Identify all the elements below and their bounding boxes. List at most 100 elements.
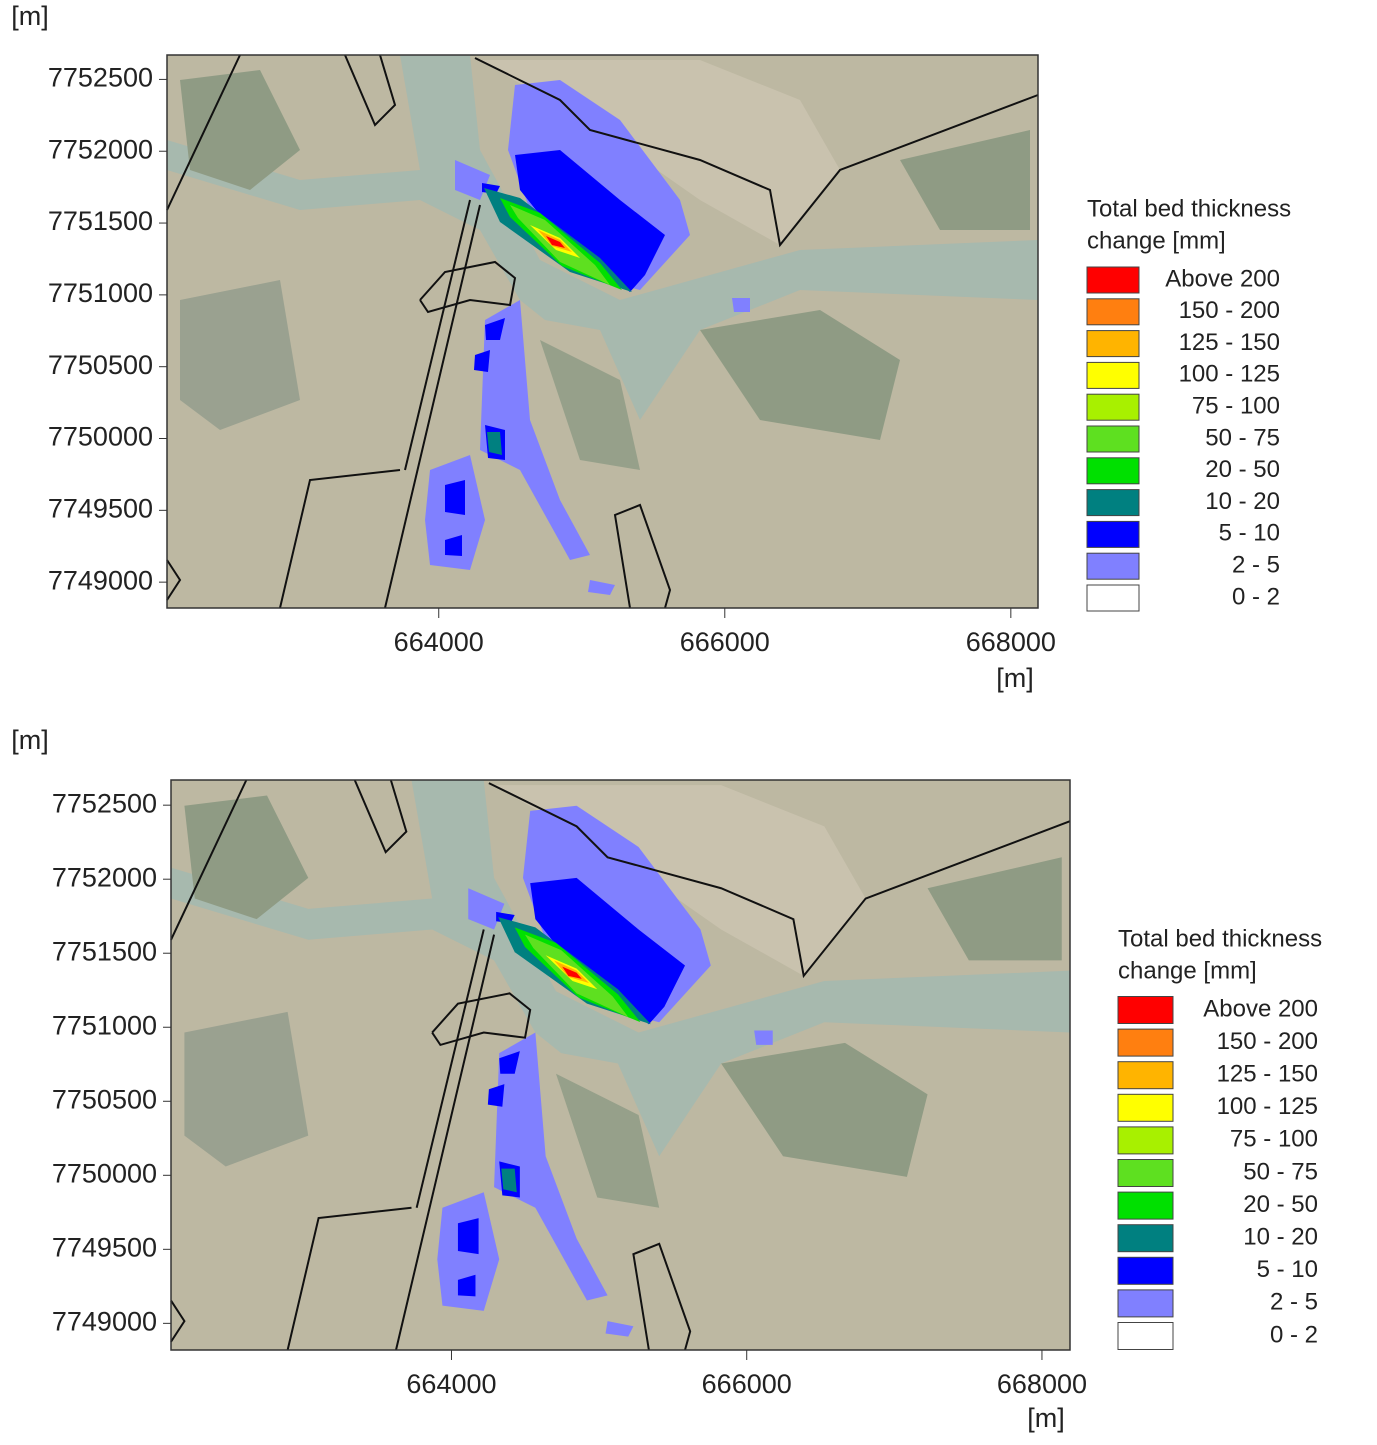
map-panel: [170, 779, 1071, 1351]
boundary-line: [488, 782, 1071, 979]
boundary-line: [419, 260, 517, 314]
boundary-line: [632, 1242, 692, 1351]
y-tick-label: 7749000: [48, 565, 153, 595]
legend-label: 2 - 5: [1270, 1289, 1318, 1316]
y-tick-label: 7751000: [52, 1010, 157, 1040]
legend-swatch: [1117, 1224, 1174, 1253]
boundary-line: [166, 54, 241, 211]
y-axis-label: [m]: [11, 725, 49, 755]
legend-swatch: [1117, 1093, 1174, 1122]
legend-swatch: [1086, 552, 1140, 580]
legend-swatch: [1086, 393, 1140, 421]
legend-swatch: [1117, 1028, 1174, 1057]
legend-label: 20 - 50: [1243, 1191, 1318, 1218]
map-area: [927, 857, 1062, 961]
legend-label: 0 - 2: [1232, 583, 1280, 610]
legend-label: 10 - 20: [1205, 488, 1280, 515]
x-tick-label: 666000: [702, 1369, 792, 1399]
legend-swatch: [1086, 457, 1140, 485]
legend-label: Above 200: [1165, 265, 1280, 292]
legend-swatch: [1086, 361, 1140, 389]
y-tick-label: 7750000: [52, 1158, 157, 1188]
boundary-line: [170, 1299, 186, 1343]
map-area: [499, 1051, 520, 1074]
legend-label: 150 - 200: [1217, 1028, 1318, 1055]
legend-label: 20 - 50: [1205, 456, 1280, 483]
map-area: [480, 300, 590, 560]
boundary-line: [166, 559, 182, 601]
legend-title: change [mm]: [1087, 227, 1226, 254]
boundary-line: [286, 1206, 412, 1351]
map-area: [530, 877, 686, 1025]
legend-swatch: [1086, 425, 1140, 453]
legend-title: Total bed thickness: [1118, 925, 1322, 952]
map-area: [184, 795, 309, 920]
legend-swatch: [1086, 584, 1140, 612]
y-tick-label: 7752500: [48, 63, 153, 93]
map-area: [487, 432, 502, 455]
map-area: [605, 1321, 634, 1337]
legend-title: Total bed thickness: [1087, 195, 1291, 222]
legend-swatch: [1086, 298, 1140, 326]
map-area: [754, 1030, 773, 1045]
legend-label: 100 - 125: [1179, 361, 1280, 388]
map-area: [900, 130, 1030, 230]
legend-label: 50 - 75: [1243, 1158, 1318, 1185]
legend-label: 5 - 10: [1257, 1256, 1318, 1283]
legend-label: 125 - 150: [1217, 1061, 1318, 1088]
map-area: [457, 1218, 479, 1255]
map-area: [546, 236, 565, 248]
y-tick-label: 7750000: [48, 422, 153, 452]
legend-swatch: [1117, 1126, 1174, 1155]
map-area: [474, 350, 490, 372]
legend-label: 2 - 5: [1232, 552, 1280, 579]
y-tick-label: 7749500: [52, 1232, 157, 1262]
legend-label: 50 - 75: [1205, 424, 1280, 451]
y-tick-label: 7749000: [52, 1306, 157, 1336]
map-area: [485, 318, 505, 340]
map-area: [487, 1084, 505, 1107]
legend-swatch: [1086, 266, 1140, 294]
legend-swatch: [1117, 996, 1174, 1024]
legend-label: 100 - 125: [1217, 1093, 1318, 1120]
x-tick-label: 664000: [394, 627, 484, 657]
x-tick-label: 668000: [966, 627, 1056, 657]
y-tick-label: 7752000: [52, 862, 157, 892]
map-area: [180, 70, 300, 190]
legend-swatch: [1117, 1289, 1174, 1318]
legend-label: Above 200: [1203, 995, 1318, 1022]
legend-label: 150 - 200: [1179, 297, 1280, 324]
boundary-line: [404, 199, 471, 471]
map-area: [445, 480, 465, 515]
map-area: [445, 535, 462, 556]
map-area: [732, 298, 750, 312]
x-tick-label: 668000: [997, 1369, 1087, 1399]
y-tick-label: 7751500: [48, 206, 153, 236]
legend-label: 0 - 2: [1270, 1321, 1318, 1348]
legend-swatch: [1117, 1322, 1174, 1350]
boundary-line: [353, 779, 408, 854]
map-area: [540, 340, 640, 470]
boundary-line: [474, 57, 1039, 248]
map-panel: [166, 54, 1039, 609]
boundary-line: [279, 469, 401, 609]
map-area: [721, 1042, 928, 1177]
legend-label: 75 - 100: [1192, 393, 1280, 420]
x-tick-label: 664000: [406, 1369, 496, 1399]
boundary-line: [170, 779, 248, 941]
map-area: [555, 1073, 660, 1208]
map-area: [700, 310, 900, 440]
y-axis-label: [m]: [11, 1, 49, 31]
map-area: [494, 1032, 608, 1301]
map-area: [515, 150, 665, 292]
x-axis-label: [m]: [1027, 1403, 1065, 1433]
plot-frame: [170, 779, 1071, 1351]
x-tick-label: 666000: [680, 627, 770, 657]
y-tick-label: 7750500: [48, 350, 153, 380]
map-area: [184, 1011, 309, 1167]
map-area: [501, 1168, 517, 1193]
legend-title: change [mm]: [1118, 957, 1257, 984]
map-area: [468, 888, 505, 930]
map-area: [180, 280, 300, 430]
